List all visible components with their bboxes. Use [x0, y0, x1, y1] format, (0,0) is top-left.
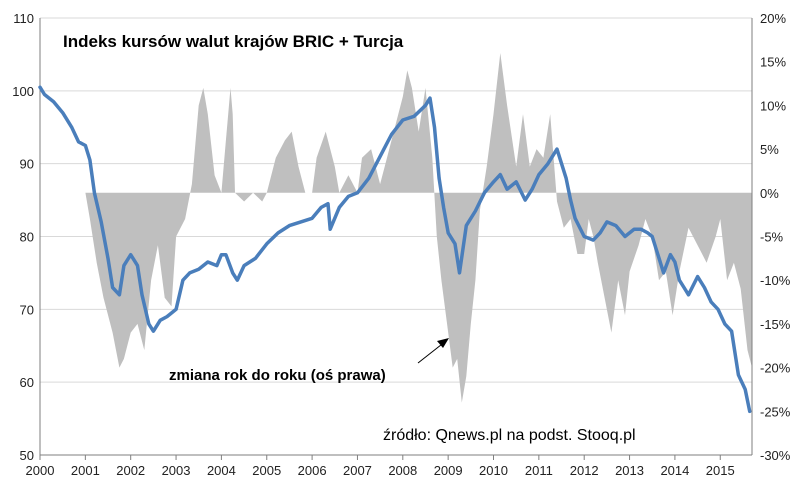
y2-tick-20%: 20% — [760, 11, 786, 26]
x-tick-2015: 2015 — [706, 463, 735, 478]
yoy-area-layer — [40, 53, 752, 403]
x-tick-2014: 2014 — [660, 463, 689, 478]
y-right-tick-labels: -30% -25% -20% -15% -10% -5% 0% 5% 10% 15% 20% — [760, 11, 791, 463]
x-tick-2005: 2005 — [252, 463, 281, 478]
y-tick-70: 70 — [20, 302, 34, 317]
y2-tick-15%: 15% — [760, 55, 786, 70]
y-tick-100: 100 — [12, 84, 34, 99]
y-tick-90: 90 — [20, 157, 34, 172]
y-tick-80: 80 — [20, 230, 34, 245]
source-note: źródło: Qnews.pl na podst. Stooq.pl — [383, 427, 636, 444]
x-tick-2012: 2012 — [570, 463, 599, 478]
x-tick-2010: 2010 — [479, 463, 508, 478]
x-tick-2000: 2000 — [26, 463, 55, 478]
y-tick-50: 50 — [20, 448, 34, 463]
index-line-layer — [38, 85, 752, 414]
x-tick-2008: 2008 — [388, 463, 417, 478]
chart-title: Indeks kursów walut krajów BRIC + Turcja — [63, 32, 404, 51]
axes — [39, 18, 753, 460]
x-tick-2013: 2013 — [615, 463, 644, 478]
x-tick-2002: 2002 — [116, 463, 145, 478]
x-tick-2001: 2001 — [71, 463, 100, 478]
x-tick-2007: 2007 — [343, 463, 372, 478]
x-tick-labels: 2000 2001 2002 2003 2004 2005 2006 2007 2008 2009… — [26, 463, 735, 478]
x-tick-2009: 2009 — [434, 463, 463, 478]
y2-tick-0%: 0% — [760, 186, 779, 201]
y2-tick--15%: -15% — [760, 317, 791, 332]
series-index-line — [38, 85, 752, 414]
y2-tick--10%: -10% — [760, 273, 791, 288]
y2-tick-10%: 10% — [760, 98, 786, 113]
annotation-arrow-head — [437, 338, 449, 348]
series-yoy-change-area — [40, 53, 752, 403]
y-left-tick-labels: 50 60 70 80 90 100 110 — [12, 11, 34, 463]
x-tick-2011: 2011 — [525, 463, 553, 478]
x-tick-2004: 2004 — [207, 463, 236, 478]
x-tick-2003: 2003 — [162, 463, 191, 478]
y2-tick--30%: -30% — [760, 448, 791, 463]
y2-tick--25%: -25% — [760, 404, 791, 419]
y2-tick-5%: 5% — [760, 142, 779, 157]
annotation-text: zmiana rok do roku (oś prawa) — [169, 367, 386, 384]
y-tick-60: 60 — [20, 375, 34, 390]
y2-tick--20%: -20% — [760, 361, 791, 376]
x-tick-2006: 2006 — [298, 463, 327, 478]
y-tick-110: 110 — [13, 11, 34, 26]
y2-tick--5%: -5% — [760, 230, 784, 245]
